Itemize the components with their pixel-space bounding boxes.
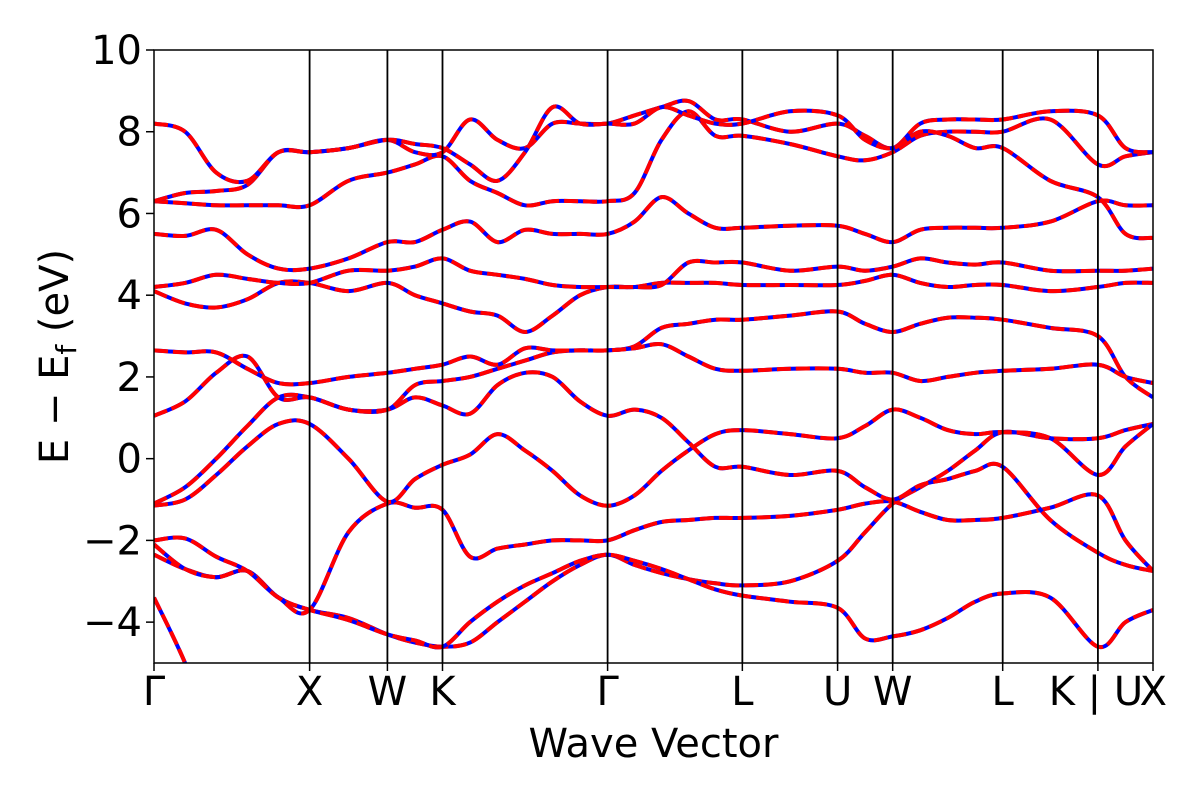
- y-axis-label-unit: (eV): [32, 249, 78, 345]
- y-tick-label: −2: [83, 518, 142, 564]
- band-line-series-2: [154, 370, 1153, 573]
- x-tick-label: X: [1140, 669, 1167, 715]
- plot-frame: [153, 49, 1154, 664]
- y-axis-label-main: E − E: [32, 355, 78, 465]
- band-lines: [154, 98, 1153, 663]
- band-line-series-2: [154, 542, 1153, 650]
- band-line-series-2: [154, 104, 1153, 241]
- y-tick-label: 4: [117, 273, 142, 319]
- band-line-series-1: [154, 256, 1153, 290]
- band-line-series-2: [154, 341, 1153, 387]
- x-tick-label: L: [992, 669, 1015, 715]
- band-line-series-2: [154, 407, 1153, 508]
- y-tick-label: 10: [91, 28, 142, 74]
- y-axis-label: E − Ef (eV): [32, 249, 83, 464]
- y-tick-label: 6: [117, 191, 142, 237]
- band-line-series-1: [154, 109, 1153, 210]
- kpoint-separators: [308, 50, 1099, 663]
- x-tick-label: Γ: [596, 669, 619, 715]
- x-tick-label: X: [296, 669, 323, 715]
- y-tick-label: 0: [117, 437, 142, 483]
- x-tick-label: U: [823, 669, 852, 715]
- y-tick-label: 8: [117, 110, 142, 156]
- x-tick-label: W: [873, 669, 913, 715]
- band-line-series-2: [154, 195, 1153, 273]
- x-tick-label: K: [429, 669, 457, 715]
- x-tick-label: Γ: [143, 669, 166, 715]
- y-axis: −4 −2 0 2 4 6 8 10: [83, 28, 154, 646]
- y-tick-label: 2: [117, 355, 142, 401]
- x-tick-label: W: [368, 669, 408, 715]
- x-axis-label: Wave Vector: [529, 721, 780, 767]
- x-tick-label: L: [731, 669, 754, 715]
- x-tick-label: K | U: [1049, 669, 1143, 715]
- y-tick-label: −4: [83, 600, 142, 646]
- y-axis-label-subscript: f: [50, 344, 83, 355]
- band-line-series-2: [154, 492, 1153, 616]
